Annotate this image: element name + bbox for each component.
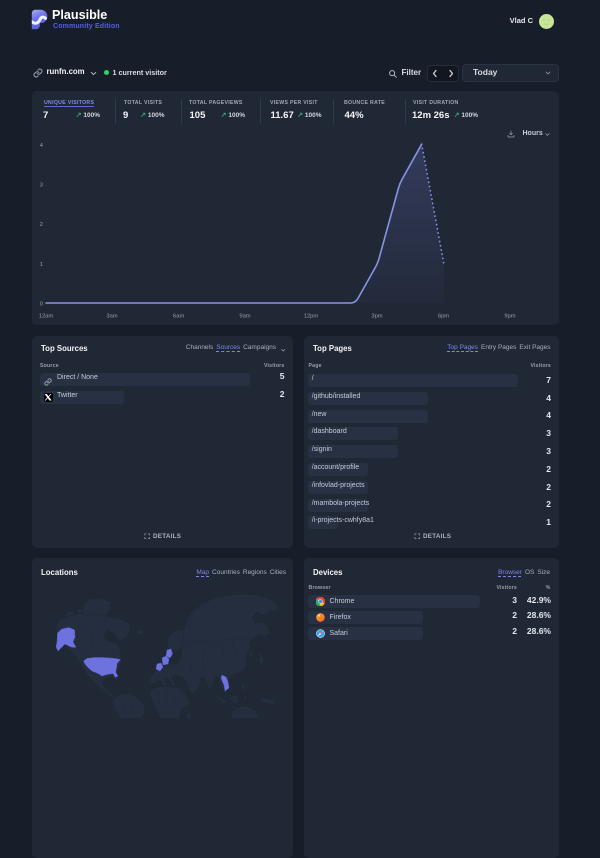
svg-text:2: 2 xyxy=(40,222,43,228)
svg-text:9am: 9am xyxy=(239,314,250,320)
svg-text:3pm: 3pm xyxy=(371,314,382,320)
svg-text:0: 0 xyxy=(40,302,43,308)
svg-text:12pm: 12pm xyxy=(304,314,319,320)
svg-text:1: 1 xyxy=(40,262,43,268)
svg-text:6pm: 6pm xyxy=(438,314,449,320)
svg-text:4: 4 xyxy=(40,143,44,149)
svg-text:9pm: 9pm xyxy=(504,314,515,320)
svg-text:3: 3 xyxy=(40,183,43,189)
svg-text:6am: 6am xyxy=(173,314,184,320)
svg-text:3am: 3am xyxy=(106,314,117,320)
svg-text:12am: 12am xyxy=(39,314,54,320)
